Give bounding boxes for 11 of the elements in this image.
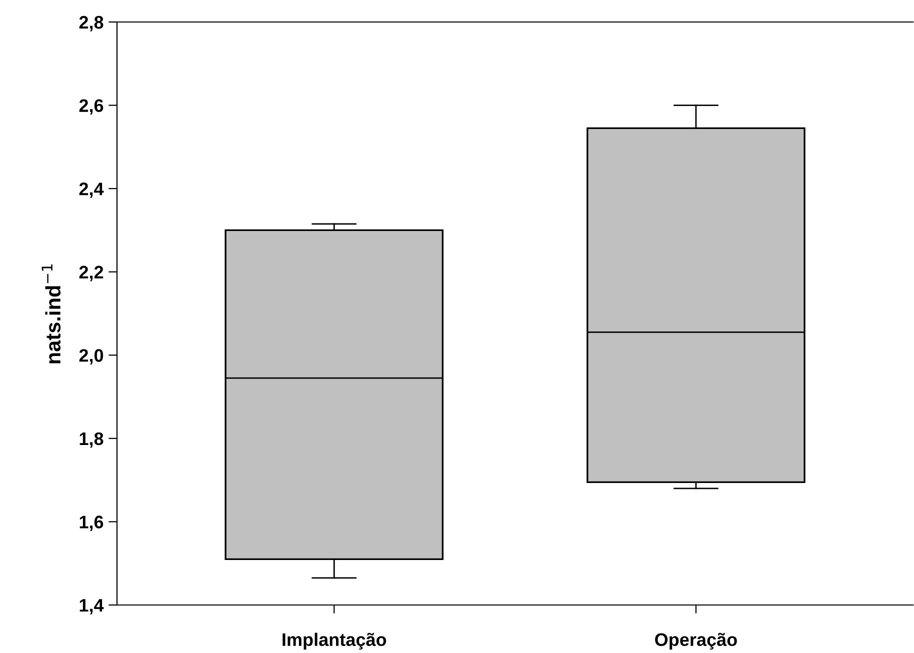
y-tick-label: 2,4 <box>79 182 104 198</box>
y-tick-label: 1,8 <box>80 432 104 448</box>
x-tick-label: Implantação <box>282 632 386 650</box>
y-tick-label: 2,6 <box>79 99 104 115</box>
x-tick-label: Operação <box>655 632 737 650</box>
y-tick-label: 2,2 <box>79 266 104 282</box>
y-tick-label: 2,0 <box>79 349 104 364</box>
y-tick-label: 1,4 <box>80 599 104 614</box>
y-tick-label: 2,8 <box>79 16 104 32</box>
y-tick-label: 1,6 <box>80 516 104 532</box>
y-axis-title: nats.ind$^{−1}$ <box>42 264 61 364</box>
